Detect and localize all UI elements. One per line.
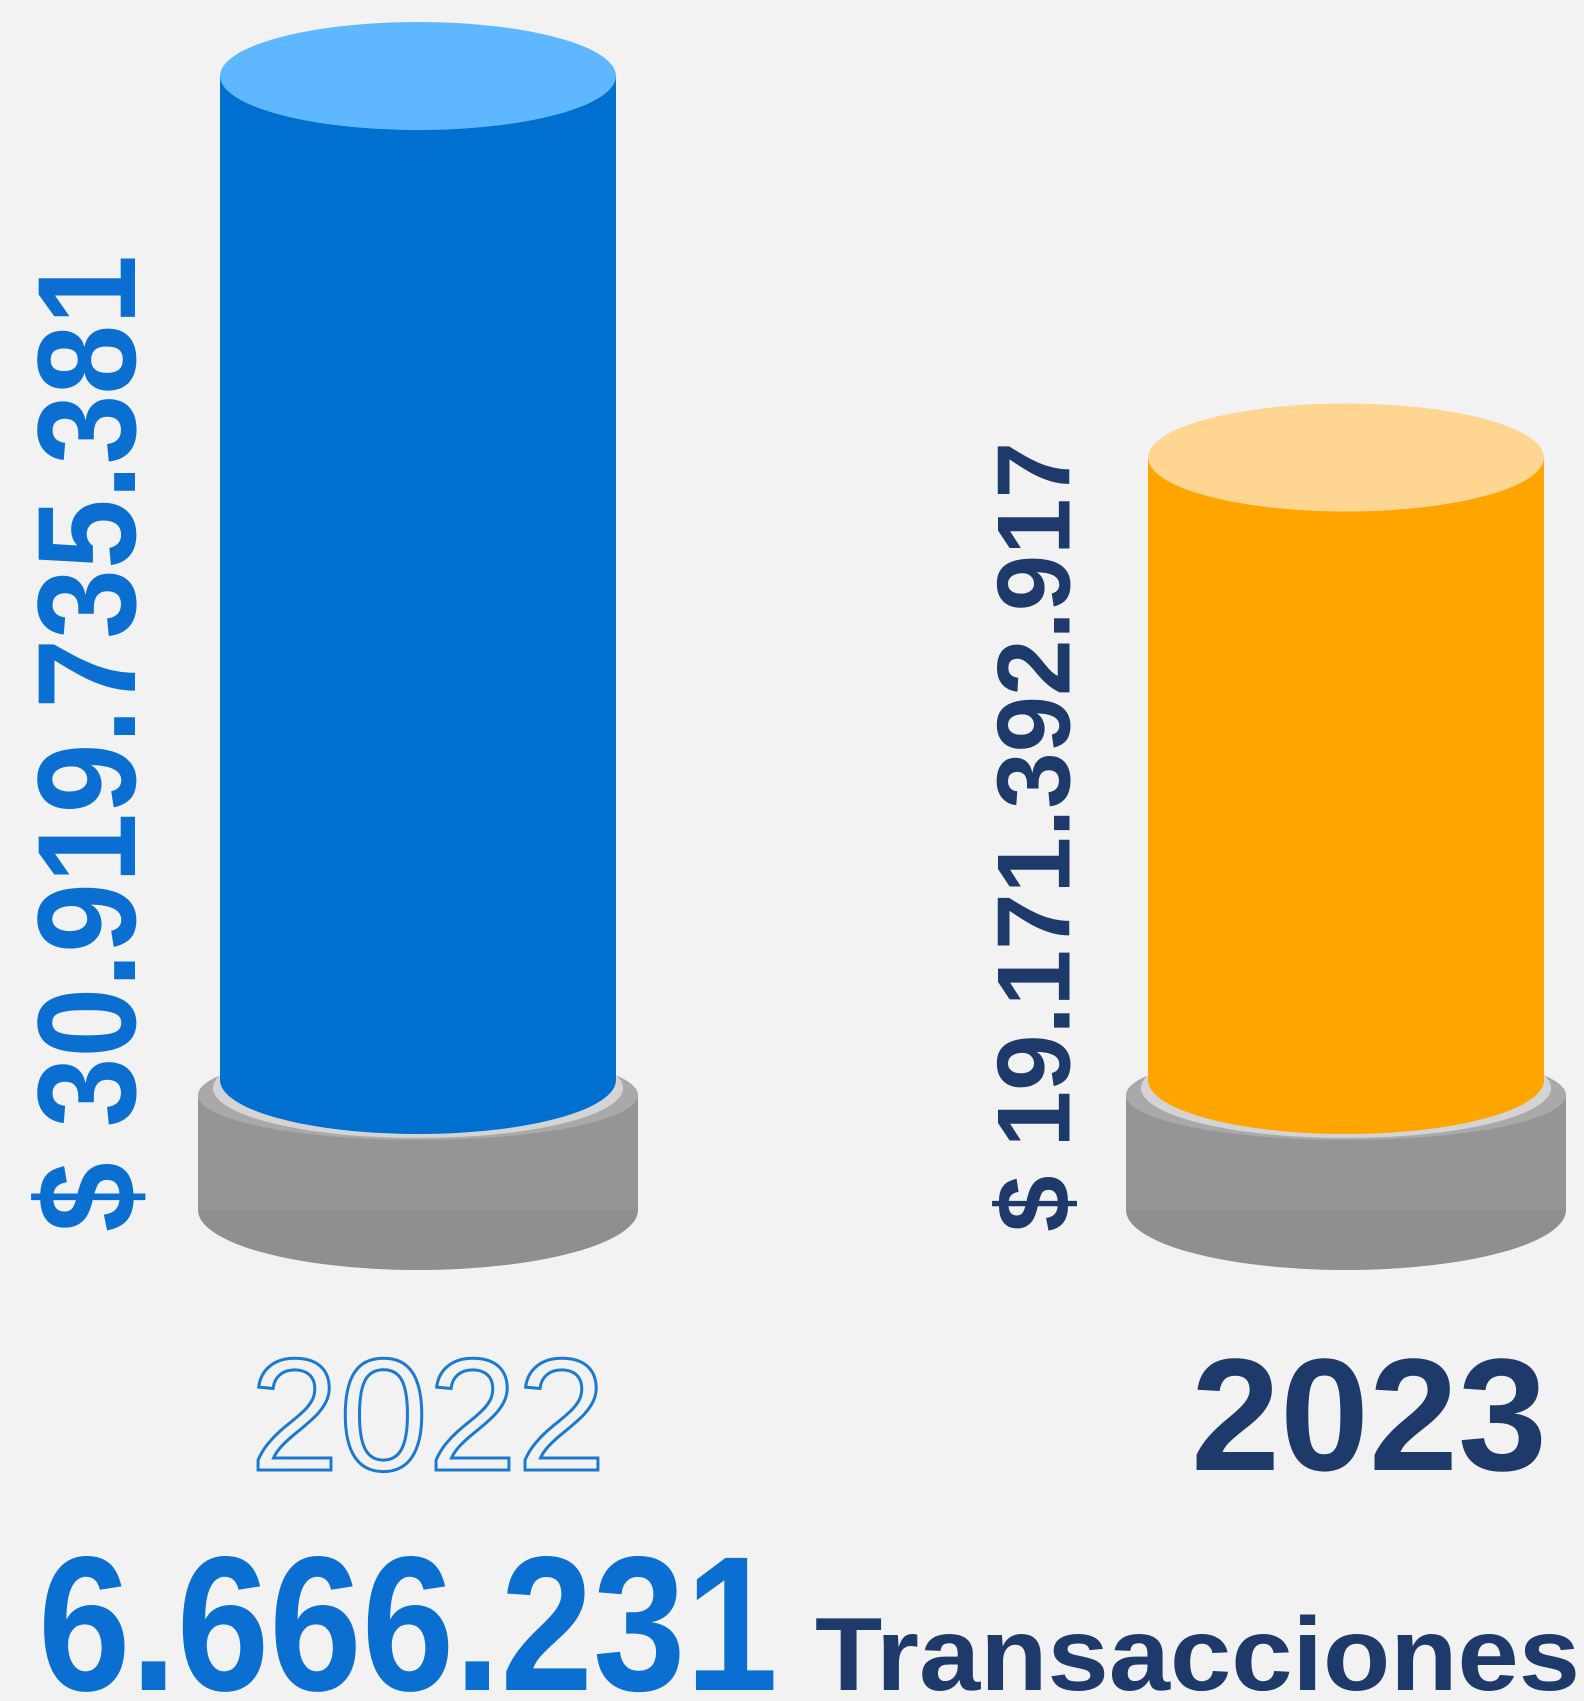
cylinder-top: [1148, 403, 1544, 512]
category-label: 2022: [250, 1325, 606, 1504]
transactions-count: 6.666.231: [38, 1516, 778, 1701]
transactions-label: Transacciones: [815, 1597, 1580, 1701]
cylinder-body: [1148, 457, 1544, 1080]
cylinder-body: [220, 76, 616, 1080]
cylinder-top: [220, 22, 616, 130]
value-label: $ 19.171.392.917: [976, 442, 1092, 1232]
value-label: $ 30.919.735.381: [8, 255, 165, 1232]
category-label: 2023: [1191, 1325, 1547, 1504]
